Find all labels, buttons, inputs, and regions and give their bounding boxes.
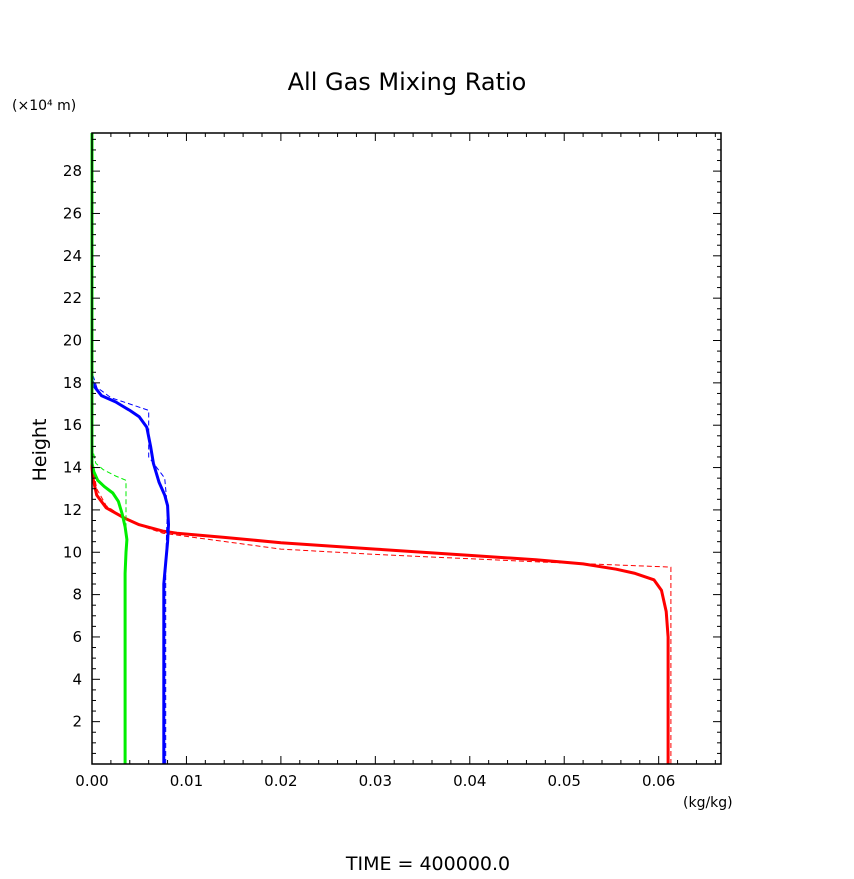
y-tick-label: 4 <box>72 670 82 688</box>
series-line-3 <box>90 380 170 764</box>
x-tick-label: 0.04 <box>453 772 486 790</box>
y-tick-label: 24 <box>63 247 82 265</box>
plot-frame <box>91 132 722 765</box>
y-tick-label: 14 <box>63 459 82 477</box>
y-tick-label: 26 <box>63 204 82 222</box>
y-tick-label: 16 <box>63 416 82 434</box>
y-tick-label: 6 <box>72 628 82 646</box>
y-tick-label: 10 <box>63 543 82 561</box>
y-unit-label: (×10⁴ m) <box>12 98 76 114</box>
x-tick-label: 0.01 <box>170 772 203 790</box>
y-tick-label: 18 <box>63 374 82 392</box>
y-tick-label: 2 <box>72 713 82 731</box>
time-footer: TIME = 400000.0 <box>345 853 510 875</box>
chart-title: All Gas Mixing Ratio <box>288 68 527 96</box>
series-line-2 <box>91 456 672 764</box>
x-tick-label: 0.03 <box>359 772 392 790</box>
y-tick-label: 20 <box>63 332 82 350</box>
series-line-6 <box>91 446 127 553</box>
y-tick-label: 8 <box>72 586 82 604</box>
x-tick-label: 0.06 <box>642 772 675 790</box>
x-tick-label: 0.05 <box>548 772 581 790</box>
y-tick-label: 12 <box>63 501 82 519</box>
y-tick-label: 22 <box>63 289 82 307</box>
x-tick-label: 0.00 <box>75 772 108 790</box>
series-line-5 <box>90 133 129 764</box>
series-line-4 <box>91 357 169 764</box>
x-tick-label: 0.02 <box>264 772 297 790</box>
series-line-1 <box>90 133 670 764</box>
x-unit-label: (kg/kg) <box>683 795 733 811</box>
y-tick-label: 28 <box>63 162 82 180</box>
y-axis-label: Height <box>29 419 51 482</box>
